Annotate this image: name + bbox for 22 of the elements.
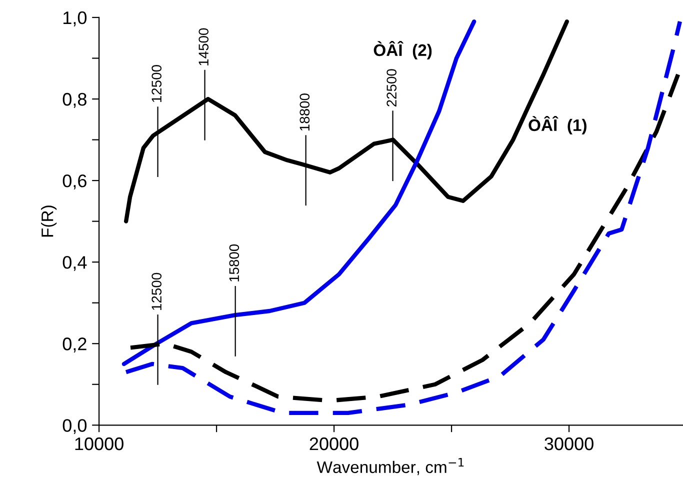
y-tick-label: 0,8 bbox=[62, 92, 86, 108]
series-label: ÒÂÎ (2) bbox=[374, 40, 432, 60]
x-tick-label: 20000 bbox=[310, 437, 358, 450]
y-tick-label: 0,2 bbox=[62, 338, 86, 352]
annotation: 12500 bbox=[152, 65, 162, 102]
y-tick-label: 0,6 bbox=[62, 174, 86, 190]
y-axis-title: F(R) bbox=[41, 206, 57, 237]
annotation: 18800 bbox=[300, 94, 310, 131]
y-tick-label: 1,0 bbox=[64, 11, 87, 26]
y-tick-label: 0,4 bbox=[62, 256, 87, 271]
x-tick-label: 30000 bbox=[544, 437, 594, 450]
line-series bbox=[124, 19, 682, 416]
y-tick-label: 0,0 bbox=[62, 419, 87, 434]
series-label: ÒÂÎ (1) bbox=[528, 116, 586, 134]
line-series bbox=[122, 19, 476, 366]
line-series bbox=[124, 19, 569, 224]
annotation: 15800 bbox=[229, 244, 240, 282]
annotation: 22500 bbox=[386, 69, 397, 106]
annotation: 12500 bbox=[152, 272, 162, 310]
annotation: 14500 bbox=[198, 28, 209, 66]
x-axis-title: Wavenumber, cm$^{−1}$ bbox=[316, 458, 464, 476]
x-tick-label: 10000 bbox=[75, 437, 124, 450]
